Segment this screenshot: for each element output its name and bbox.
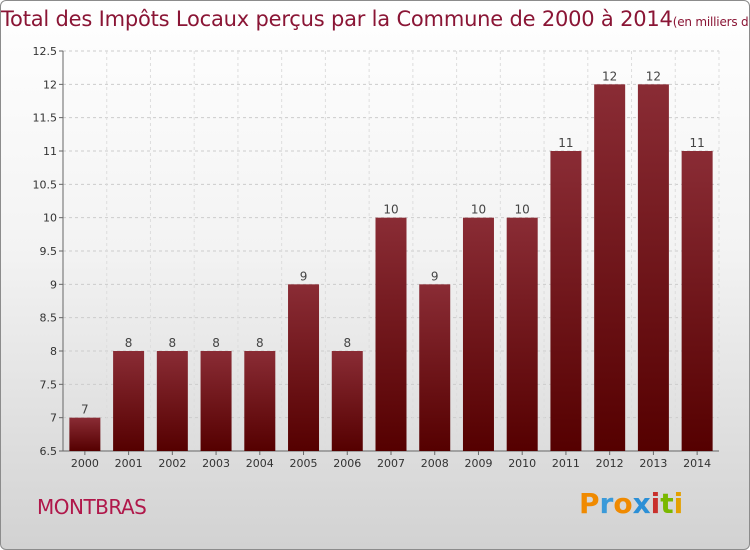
title-text: Total des Impôts Locaux perçus par la Co… (1, 7, 673, 31)
bar (419, 284, 451, 451)
bar-value-label: 8 (256, 336, 264, 350)
bar (550, 151, 582, 451)
bar-value-label: 10 (383, 203, 398, 217)
bar (69, 417, 101, 451)
bars (69, 84, 713, 451)
y-tick-label: 8.5 (40, 312, 58, 325)
bar-value-label: 7 (81, 403, 89, 417)
y-tick-label: 12 (43, 78, 57, 91)
y-tick-label: 8 (50, 345, 57, 358)
logo-letter: i (673, 487, 684, 520)
x-tick-label: 2012 (596, 457, 624, 470)
y-tick-label: 9 (50, 278, 57, 291)
bar-value-label: 12 (646, 69, 661, 83)
bar-value-label: 8 (343, 336, 351, 350)
x-tick-label: 2007 (377, 457, 405, 470)
bar-value-label: 9 (431, 269, 439, 283)
x-tick-label: 2014 (683, 457, 711, 470)
bar (681, 151, 713, 451)
x-tick-label: 2009 (464, 457, 492, 470)
bar-value-label: 10 (471, 203, 486, 217)
bar (200, 351, 232, 451)
logo-letter: r (599, 487, 614, 520)
labels: 6.5 7 7.5 8 8.5 9 9.5 10 10.5 11 11.5 12 12.5 7 2000 8 2… (33, 45, 712, 470)
bar (331, 351, 363, 451)
y-tick-label: 6.5 (40, 445, 58, 458)
x-tick-label: 2004 (246, 457, 274, 470)
y-tick-label: 9.5 (40, 245, 58, 258)
x-tick-label: 2006 (333, 457, 361, 470)
y-tick-label: 11 (43, 145, 57, 158)
bar-value-label: 11 (689, 136, 704, 150)
bar-value-label: 11 (558, 136, 573, 150)
bar-value-label: 8 (125, 336, 133, 350)
y-tick-label: 10.5 (33, 178, 58, 191)
bar (156, 351, 188, 451)
x-tick-label: 2008 (421, 457, 449, 470)
proxiti-logo: Proxiti (579, 487, 683, 520)
y-tick-label: 10 (43, 212, 57, 225)
bar (288, 284, 320, 451)
x-tick-label: 2001 (115, 457, 143, 470)
y-tick-label: 7.5 (40, 378, 58, 391)
bar (637, 84, 669, 451)
logo-letter: x (632, 487, 651, 520)
y-tick-label: 7 (50, 412, 57, 425)
y-tick-label: 12.5 (33, 45, 58, 58)
logo-letter: t (660, 487, 674, 520)
bar (462, 217, 494, 451)
bar (244, 351, 276, 451)
x-tick-label: 2003 (202, 457, 230, 470)
bar (594, 84, 626, 451)
unit-note: (en milliers d'€) (672, 15, 749, 29)
logo-letter: P (579, 487, 600, 520)
commune-name: MONTBRAS (37, 495, 147, 519)
bar-value-label: 9 (300, 269, 308, 283)
x-tick-label: 2013 (639, 457, 667, 470)
bar-value-label: 12 (602, 69, 617, 83)
x-tick-label: 2005 (290, 457, 318, 470)
logo-letter: o (613, 487, 633, 520)
x-tick-label: 2002 (158, 457, 186, 470)
bar-value-label: 8 (169, 336, 177, 350)
y-tick-label: 11.5 (33, 112, 58, 125)
x-tick-label: 2011 (552, 457, 580, 470)
logo-letter: i (650, 487, 661, 520)
bar (375, 217, 407, 451)
bar-value-label: 8 (212, 336, 220, 350)
x-tick-label: 2010 (508, 457, 536, 470)
x-tick-label: 2000 (71, 457, 99, 470)
bar (506, 217, 538, 451)
bar-value-label: 10 (515, 203, 530, 217)
chart-title: Total des Impôts Locaux perçus par la Co… (1, 7, 749, 31)
bar (113, 351, 145, 451)
